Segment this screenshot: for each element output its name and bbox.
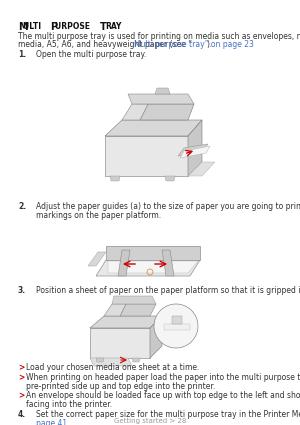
Polygon shape [118,250,130,276]
Text: Set the correct paper size for the multi purpose tray in the Printer Menu. See: Set the correct paper size for the multi… [36,410,300,419]
Polygon shape [178,144,208,156]
Text: ULTI: ULTI [23,22,44,31]
Circle shape [154,304,198,348]
Text: Load your chosen media one sheet at a time.: Load your chosen media one sheet at a ti… [26,363,200,372]
Text: Open the multi purpose tray.: Open the multi purpose tray. [36,50,146,59]
Polygon shape [96,358,104,362]
Polygon shape [172,316,182,324]
Polygon shape [105,136,188,176]
Polygon shape [128,94,194,104]
Text: An envelope should be loaded face up with top edge to the left and short edge: An envelope should be loaded face up wit… [26,391,300,400]
Polygon shape [188,162,215,176]
Polygon shape [110,176,120,181]
Text: 1.: 1. [18,50,26,59]
Text: The multi purpose tray is used for printing on media such as envelopes, non-stan: The multi purpose tray is used for print… [18,32,300,41]
Polygon shape [112,296,156,304]
Text: M: M [18,22,28,32]
Polygon shape [122,104,148,120]
Text: facing into the printer.: facing into the printer. [26,400,112,409]
Polygon shape [180,146,210,158]
Text: When printing on headed paper load the paper into the multi purpose tray with: When printing on headed paper load the p… [26,373,300,382]
Text: T: T [100,22,107,32]
Polygon shape [88,252,106,266]
Text: markings on the paper platform.: markings on the paper platform. [36,211,161,220]
Text: Adjust the paper guides (a) to the size of paper you are going to print on, usin: Adjust the paper guides (a) to the size … [36,202,300,211]
Text: Position a sheet of paper on the paper platform so that it is gripped in place.: Position a sheet of paper on the paper p… [36,286,300,295]
Text: pre-printed side up and top edge into the printer.: pre-printed side up and top edge into th… [26,382,215,391]
Text: Getting started > 28: Getting started > 28 [114,418,186,424]
Text: >: > [18,363,24,372]
Polygon shape [96,260,200,276]
Polygon shape [104,304,126,316]
Polygon shape [155,88,170,94]
Polygon shape [90,316,162,328]
Text: Multi purpose tray” on page 23: Multi purpose tray” on page 23 [134,40,254,49]
Polygon shape [90,328,150,358]
Text: 4.: 4. [18,410,26,419]
Text: 3.: 3. [18,286,26,295]
Text: RAY: RAY [105,22,122,31]
Text: >: > [18,391,24,400]
Polygon shape [108,261,198,273]
Polygon shape [90,358,132,366]
Polygon shape [150,316,162,358]
Text: media, A5, A6, and heavyweight paper (see “: media, A5, A6, and heavyweight paper (se… [18,40,192,49]
Polygon shape [162,250,174,276]
Polygon shape [188,120,202,176]
Polygon shape [105,120,202,136]
Polygon shape [164,324,190,330]
Polygon shape [106,246,200,260]
Polygon shape [140,104,194,120]
Text: P: P [50,22,57,32]
Text: page 41: page 41 [36,419,67,425]
Polygon shape [132,358,140,362]
Text: >: > [18,373,24,382]
Text: 2.: 2. [18,202,26,211]
Polygon shape [165,176,175,181]
Polygon shape [120,304,156,316]
Text: .: . [64,419,66,425]
Text: URPOSE: URPOSE [55,22,93,31]
Text: ).: ). [206,40,212,49]
